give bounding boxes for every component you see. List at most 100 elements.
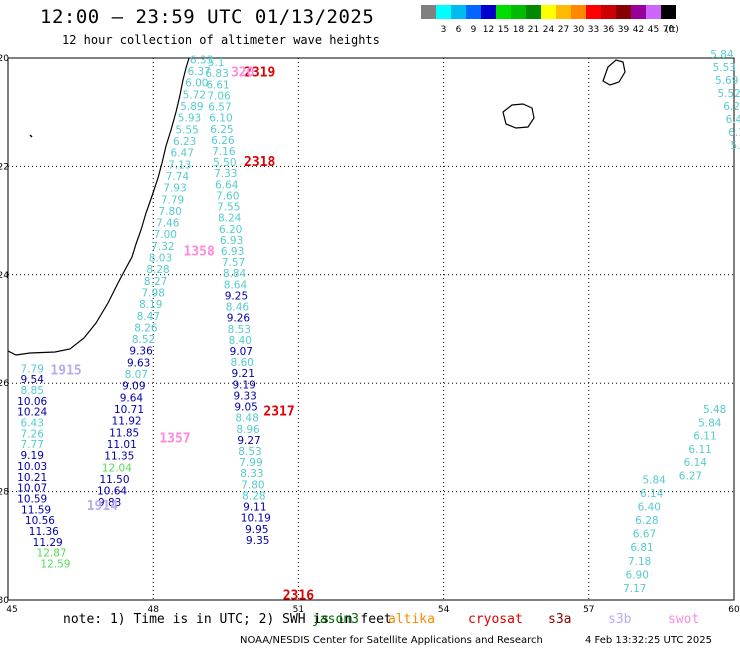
wave-height-label: 7.93 xyxy=(163,183,186,195)
wave-height-label: 6.26 xyxy=(211,135,235,147)
wave-height-label: 6.00 xyxy=(185,78,208,90)
wave-height-label: 7.06 xyxy=(207,90,231,102)
wave-height-label: 6.11 xyxy=(688,444,711,456)
wave-height-label: 7.60 xyxy=(216,190,239,202)
wave-height-label: 7.26 xyxy=(21,428,45,440)
legend-swatch xyxy=(436,5,451,19)
x-tick-label: 60 xyxy=(728,605,740,615)
wave-height-label: 10.03 xyxy=(17,461,47,473)
wave-height-label: 7.80 xyxy=(158,206,181,218)
legend-label: 6 xyxy=(455,25,462,35)
wave-height-label: 6.93 xyxy=(220,235,243,247)
wave-height-label: 12.59 xyxy=(40,558,70,570)
wave-height-label: 9.83 xyxy=(98,497,121,509)
wave-height-label: 8.27 xyxy=(144,276,167,288)
wave-height-label: 9.54 xyxy=(21,374,45,386)
legend-label: 21 xyxy=(527,25,540,35)
wave-height-label: 10.24 xyxy=(17,407,47,419)
legend-label: 33 xyxy=(587,25,600,35)
wave-height-label: 6.14 xyxy=(684,457,708,469)
wave-height-label: 11.92 xyxy=(112,416,142,428)
legend-swatch xyxy=(586,5,601,19)
wave-height-label: 7.98 xyxy=(142,287,165,299)
wave-height-label: 9.19 xyxy=(232,379,255,391)
wave-height-label: 9.26 xyxy=(227,313,251,325)
wave-height-label: 10.06 xyxy=(17,396,47,408)
mission-legend-s3b: s3b xyxy=(608,612,632,627)
legend-swatch xyxy=(481,5,496,19)
y-tick-label: -22 xyxy=(0,162,9,172)
wave-height-label: 8.47 xyxy=(137,311,160,323)
legend-label: 15 xyxy=(497,25,510,35)
wave-height-label: 5.89 xyxy=(180,101,203,113)
wave-height-label: 6.20 xyxy=(219,224,242,236)
wave-height-label: 7.79 xyxy=(21,363,44,375)
x-tick-label: 48 xyxy=(147,605,159,615)
wave-height-label: 8.60 xyxy=(231,357,254,369)
wave-height-label: 6.61 xyxy=(206,79,229,91)
pass-number-label: 2319 xyxy=(244,66,275,81)
wave-height-label: 5.53 xyxy=(713,62,736,74)
wave-height-label: 8.48 xyxy=(235,413,258,425)
page-title: 12:00 — 23:59 UTC 01/13/2025 xyxy=(40,6,375,28)
reunion-island xyxy=(502,103,535,129)
wave-height-label: 6.64 xyxy=(215,179,239,191)
wave-height-label: 8.26 xyxy=(134,322,158,334)
wave-height-label: 6.4 xyxy=(726,114,740,126)
legend-swatch xyxy=(646,5,661,19)
wave-height-label: 6.93 xyxy=(221,246,244,258)
legend-label: 36 xyxy=(602,25,615,35)
wave-height-label: 7.18 xyxy=(628,556,651,568)
legend-swatch xyxy=(556,5,571,19)
wave-height-label: 7.99 xyxy=(239,457,262,469)
legend-label: 18 xyxy=(512,25,525,35)
wave-height-label: 7.16 xyxy=(212,146,236,158)
wave-height-label: 6.43 xyxy=(21,418,44,430)
x-tick-label: 45 xyxy=(6,605,17,615)
grid-layer xyxy=(8,58,734,600)
track-east-top: 5.845.535.695.526.26.46.15.9 xyxy=(710,49,740,152)
wave-height-label: 6.33 xyxy=(190,54,213,66)
y-tick-label: -20 xyxy=(0,54,9,64)
page-subtitle: 12 hour collection of altimeter wave hei… xyxy=(62,33,380,47)
y-tick-label: -24 xyxy=(0,271,9,281)
legend-label: 3 xyxy=(440,25,447,35)
wave-height-label: 10.56 xyxy=(25,515,55,527)
wave-height-label: 9.19 xyxy=(21,450,44,462)
wave-height-label: 7.33 xyxy=(214,168,237,180)
wave-height-label: 10.19 xyxy=(241,513,271,525)
wave-height-label: 11.85 xyxy=(109,427,139,439)
footer-timestamp: 4 Feb 13:32:25 UTC 2025 xyxy=(585,635,712,646)
wave-height-label: 8.28 xyxy=(242,490,265,502)
footer-credit: NOAA/NESDIS Center for Satellite Applica… xyxy=(240,635,543,646)
wave-height-label: 7.17 xyxy=(623,583,646,595)
wave-height-label: 11.35 xyxy=(104,451,134,463)
legend-swatch xyxy=(451,5,466,19)
mission-legend-cryosat: cryosat xyxy=(468,612,523,627)
legend-swatch xyxy=(661,5,676,19)
wave-height-label: 10.21 xyxy=(17,472,47,484)
small-island xyxy=(29,134,33,138)
pass-number-label: 1915 xyxy=(50,364,81,379)
pass-number-label: 2317 xyxy=(263,404,294,419)
legend-swatch xyxy=(631,5,646,19)
track-east-mid: 5.485.846.116.116.146.27 xyxy=(679,404,727,482)
wave-height-label: 10.59 xyxy=(17,493,47,505)
wave-height-label: 9.07 xyxy=(230,346,253,358)
note-text: note: 1) Time is in UTC; 2) SWH is in fe… xyxy=(63,612,392,627)
legend-label: 9 xyxy=(470,25,477,35)
wave-height-label: 6.67 xyxy=(633,529,656,541)
legend-label: 45 xyxy=(647,25,660,35)
axis-labels: 45 48 51 54 57 60 -20 -22 -24 -26 -28 -30 xyxy=(0,54,740,615)
wave-height-label: 6.11 xyxy=(693,431,716,443)
mission-legend-s3a: s3a xyxy=(548,612,572,627)
wave-height-label: 5.72 xyxy=(183,89,206,101)
wave-height-label: 6.90 xyxy=(626,569,649,581)
wave-height-label: 8.19 xyxy=(139,299,162,311)
wave-height-label: 6.25 xyxy=(210,124,233,136)
legend-swatch xyxy=(526,5,541,19)
wave-height-label: 8.28 xyxy=(146,264,169,276)
y-tick-label: -26 xyxy=(0,379,9,389)
wave-height-label: 9.95 xyxy=(245,524,268,536)
